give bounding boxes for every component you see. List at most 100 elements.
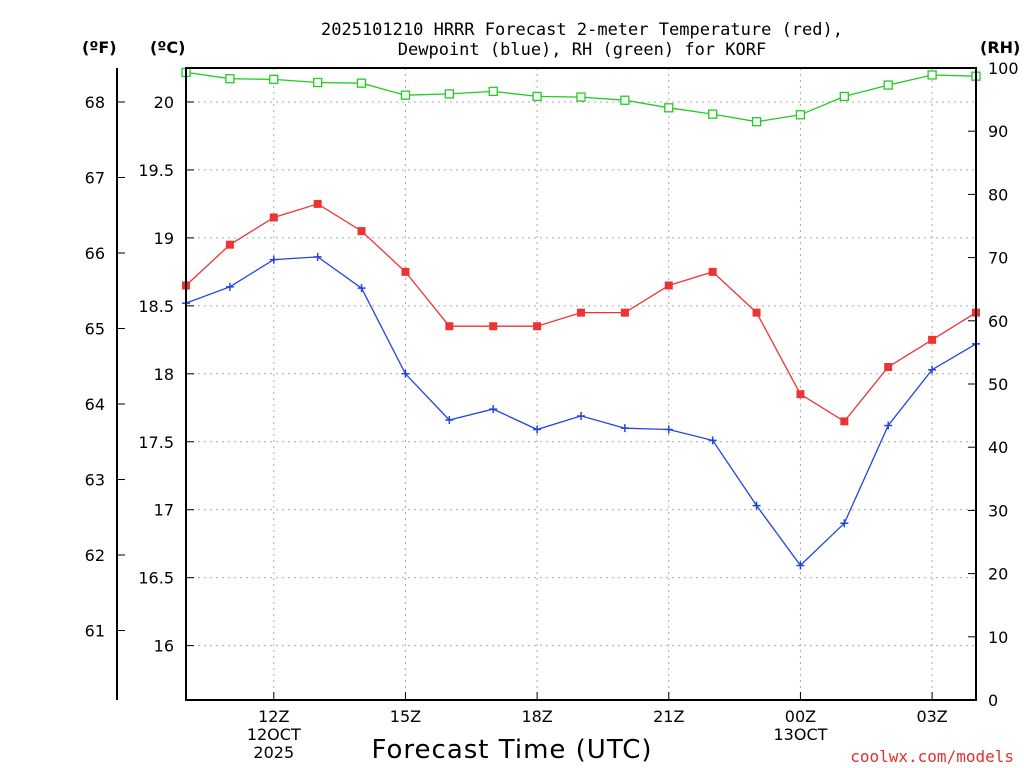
rh-point (532, 91, 542, 102)
dewpoint-point (752, 501, 761, 510)
right-axis-ticks: 0 10 20 30 40 50 60 70 80 90 100 (968, 59, 1019, 710)
fahrenheit-tick-label: 61 (85, 622, 105, 641)
dewpoint-point (577, 411, 585, 420)
rh-tick-label: 40 (988, 438, 1008, 457)
rh-tick-label: 0 (988, 691, 998, 710)
celsius-tick-label: 17.5 (138, 433, 174, 452)
rh-point (400, 90, 411, 100)
dewpoint-point (445, 416, 454, 425)
temperature-point (489, 322, 498, 331)
x-tick-label: 03Z (916, 707, 947, 726)
grid-lines (186, 68, 976, 700)
chart-title-line1: 2025101210 HRRR Forecast 2-meter Tempera… (321, 20, 843, 40)
dewpoint-point (840, 519, 849, 528)
rh-point (620, 95, 630, 105)
celsius-tick-label: 20 (154, 93, 174, 112)
celsius-tick-label: 17 (154, 501, 174, 520)
fahrenheit-tick-label: 63 (85, 471, 105, 490)
dewpoint-point (620, 424, 629, 433)
temperature-point (796, 390, 805, 399)
left-axis-ticks: 16 16.5 17 17.5 18 18.5 19 19.5 20 61 62 63 64 65 66 67… (85, 93, 194, 656)
series-temperature (182, 199, 980, 426)
rh-point (795, 110, 806, 120)
dewpoint-point (664, 425, 673, 434)
celsius-unit-label: (ºC) (150, 38, 185, 57)
rh-point (488, 86, 498, 97)
rh-tick-label: 100 (988, 59, 1019, 78)
celsius-tick-label: 16.5 (138, 569, 174, 588)
temperature-point (313, 199, 322, 208)
x-tick-label: 18Z (521, 707, 552, 726)
temperature-point (620, 308, 629, 317)
dewpoint-point (269, 255, 278, 264)
temperature-point (928, 335, 937, 344)
celsius-tick-label: 19.5 (138, 161, 174, 180)
temperature-point (752, 308, 761, 317)
temperature-point (664, 281, 673, 290)
x-axis-title: Forecast Time (UTC) (371, 735, 652, 765)
rh-tick-label: 20 (988, 565, 1008, 584)
temperature-point (357, 227, 366, 236)
rh-point (751, 117, 762, 127)
rh-point (225, 74, 235, 84)
rh-point (839, 91, 849, 102)
rh-tick-label: 30 (988, 501, 1008, 520)
dewpoint-point (533, 425, 542, 434)
series-layer (181, 67, 981, 570)
fahrenheit-tick-label: 62 (85, 546, 105, 565)
rh-tick-label: 10 (988, 628, 1008, 647)
temperature-point (577, 308, 585, 317)
temperature-point (445, 322, 454, 331)
fahrenheit-tick-label: 68 (85, 93, 105, 112)
dewpoint-point (313, 252, 322, 261)
x-tick-label: 21Z (653, 707, 684, 726)
temperature-point (708, 267, 717, 276)
x-tick-label: 12Z (258, 707, 289, 726)
x-tick-label: 2025 (253, 743, 294, 762)
rh-point (576, 92, 586, 102)
dewpoint-point (796, 561, 805, 570)
dewpoint-point (489, 405, 498, 414)
celsius-tick-label: 18 (154, 365, 174, 384)
rh-point (269, 74, 279, 85)
x-tick-label: 00Z (785, 707, 816, 726)
rh-tick-label: 60 (988, 312, 1008, 331)
celsius-tick-label: 18.5 (138, 297, 174, 316)
dewpoint-point (401, 369, 410, 378)
rh-point (664, 103, 674, 113)
credit-text: coolwx.com/models (850, 747, 1014, 766)
series-rh (181, 67, 981, 127)
dewpoint-point (928, 365, 937, 374)
rh-point (883, 80, 893, 90)
fahrenheit-unit-label: (ºF) (82, 38, 117, 57)
dewpoint-point (708, 436, 717, 445)
dewpoint-point (357, 284, 366, 293)
temperature-point (401, 267, 410, 276)
rh-unit-label: (RH) (980, 38, 1020, 57)
x-tick-label: 13OCT (773, 725, 827, 744)
temperature-point (840, 417, 849, 426)
fahrenheit-tick-label: 64 (85, 395, 105, 414)
x-tick-label: 12OCT (247, 725, 301, 744)
rh-point (708, 109, 718, 119)
temperature-point (225, 240, 234, 249)
rh-point (444, 89, 454, 99)
dewpoint-point (225, 282, 234, 291)
x-tick-label: 15Z (390, 707, 421, 726)
fahrenheit-tick-label: 67 (85, 168, 105, 187)
rh-tick-label: 80 (988, 185, 1008, 204)
series-dewpoint (182, 252, 980, 570)
rh-point (313, 77, 323, 88)
rh-tick-label: 50 (988, 375, 1008, 394)
dewpoint-line (185, 256, 977, 567)
plot-frame (185, 67, 977, 701)
rh-tick-label: 70 (988, 249, 1008, 268)
dewpoint-point (884, 421, 893, 430)
rh-tick-label: 90 (988, 122, 1008, 141)
temperature-point (533, 322, 542, 331)
temperature-point (884, 363, 893, 372)
rh-point (927, 70, 937, 80)
celsius-tick-label: 19 (154, 229, 174, 248)
temperature-point (269, 213, 278, 222)
